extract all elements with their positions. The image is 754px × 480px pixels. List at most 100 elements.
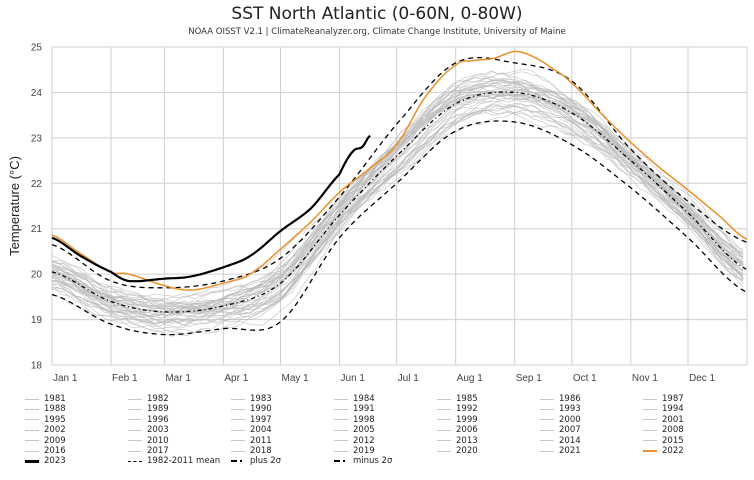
legend-item[interactable]: 1990 [231,404,272,414]
year-line-1997 [51,92,744,324]
legend-item[interactable]: minus 2σ [334,456,392,466]
legend: 1981 1982 1983 1984 1985 1986 1987 1988 1989 1990… [0,392,754,472]
legend-label: 1981 [44,394,66,404]
legend-item[interactable]: 1991 [334,404,375,414]
year-line-2001 [51,84,744,325]
y-tick-label: 19 [31,315,43,326]
legend-item[interactable]: 1984 [334,394,375,404]
legend-label: 1999 [456,414,478,425]
legend-item[interactable]: 2003 [128,425,169,435]
legend-item[interactable]: 1998 [334,415,375,425]
legend-item[interactable]: 2009 [25,436,66,446]
legend-item[interactable]: 2015 [643,436,684,446]
legend-item[interactable]: 2019 [334,446,375,456]
y-tick-label: 18 [31,361,43,372]
plus-2sigma-line [51,56,748,289]
legend-label: 2021 [559,446,581,456]
legend-item[interactable]: 2007 [540,425,581,435]
legend-swatch [540,419,554,421]
legend-item[interactable]: 2022 [643,446,684,456]
legend-label: 2001 [662,414,684,425]
legend-item[interactable]: 2002 [25,425,66,435]
legend-label: 2020 [456,446,478,456]
legend-item[interactable]: plus 2σ [231,456,281,466]
legend-item[interactable]: 2012 [334,436,375,446]
legend-item[interactable]: 1982-2011 mean [128,456,220,466]
legend-item[interactable]: 1992 [437,404,478,414]
legend-item[interactable]: 2005 [334,425,375,435]
year-line-2007 [51,84,744,318]
year-line-1987 [51,93,744,316]
year-line-2004 [51,92,744,315]
legend-item[interactable]: 1996 [128,415,169,425]
year-line-1983 [51,88,744,327]
legend-item[interactable]: 1986 [540,394,581,404]
legend-label: 1986 [559,394,581,404]
legend-swatch [334,440,348,442]
legend-swatch [231,408,245,410]
legend-item[interactable]: 2021 [540,446,581,456]
legend-item[interactable]: 2020 [437,446,478,456]
legend-swatch [25,398,39,400]
legend-item[interactable]: 1983 [231,394,272,404]
legend-item[interactable]: 2001 [643,415,684,425]
legend-item[interactable]: 1989 [128,404,169,414]
legend-item[interactable]: 1994 [643,404,684,414]
legend-swatch [231,460,245,463]
legend-label: 2000 [559,414,581,425]
legend-item[interactable]: 2010 [128,436,169,446]
legend-item[interactable]: 1997 [231,415,272,425]
legend-swatch [437,429,451,431]
legend-label: 1985 [456,394,478,404]
legend-swatch [128,419,142,421]
legend-item[interactable]: 1999 [437,415,478,425]
y-tick-label: 24 [31,88,43,99]
legend-swatch [540,408,554,410]
legend-item[interactable]: 2004 [231,425,272,435]
legend-label: 1997 [250,414,272,425]
legend-swatch [25,429,39,431]
legend-item[interactable]: 2016 [25,446,66,456]
year-line-1989 [51,97,744,333]
legend-item[interactable]: 1988 [25,404,66,414]
legend-item[interactable]: 1993 [540,404,581,414]
year-line-1994 [51,101,744,328]
legend-item[interactable]: 2008 [643,425,684,435]
legend-label: 1998 [353,414,375,425]
legend-item[interactable]: 1985 [437,394,478,404]
legend-item[interactable]: 2023 [25,456,66,466]
legend-label: 2006 [456,425,478,436]
legend-item[interactable]: 2017 [128,446,169,456]
legend-swatch [128,460,142,462]
y-tick-label: 22 [31,179,43,190]
legend-label: 1995 [44,414,66,425]
legend-item[interactable]: 2000 [540,415,581,425]
y-tick-label: 21 [31,224,43,235]
legend-item[interactable]: 2014 [540,436,581,446]
x-tick-label: Dec 1 [689,373,716,384]
legend-item[interactable]: 2011 [231,436,272,446]
legend-swatch [231,398,245,400]
legend-swatch [25,408,39,410]
legend-item[interactable]: 2013 [437,436,478,446]
year-line-2020 [51,77,744,298]
legend-swatch [437,440,451,442]
chart-subtitle: NOAA OISST V2.1 | ClimateReanalyzer.org,… [188,27,566,37]
legend-label: 2004 [250,425,272,436]
legend-swatch [643,419,657,421]
legend-item[interactable]: 1982 [128,394,169,404]
legend-label: 2014 [559,435,581,446]
legend-item[interactable]: 2006 [437,425,478,435]
legend-item[interactable]: 1987 [643,394,684,404]
year-line-2019 [51,81,744,308]
legend-item[interactable]: 1995 [25,415,66,425]
legend-label: 2015 [662,435,684,446]
legend-swatch [231,450,245,452]
legend-swatch [231,429,245,431]
x-tick-label: May 1 [281,373,309,384]
legend-item[interactable]: 1981 [25,394,66,404]
legend-item[interactable]: 2018 [231,446,272,456]
legend-swatch [540,440,554,442]
legend-swatch [437,398,451,400]
x-tick-label: Oct 1 [573,373,597,384]
